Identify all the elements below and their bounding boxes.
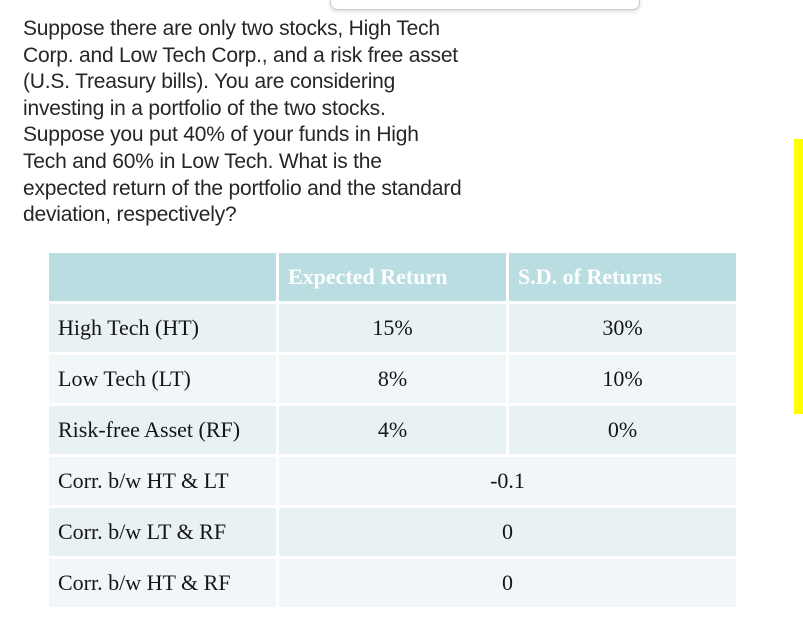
table-row: Risk-free Asset (RF) 4% 0% bbox=[49, 406, 736, 454]
table-row: Low Tech (LT) 8% 10% bbox=[49, 355, 736, 403]
sd-value: 30% bbox=[509, 304, 736, 352]
question-line: (U.S. Treasury bills). You are consideri… bbox=[23, 70, 396, 94]
table-row: Corr. b/w HT & RF 0 bbox=[49, 559, 736, 607]
expected-return-value: 4% bbox=[279, 406, 506, 454]
row-label: Corr. b/w LT & RF bbox=[49, 508, 276, 556]
header-cell-sd-returns: S.D. of Returns bbox=[509, 253, 736, 301]
question-line: Tech and 60% in Low Tech. What is the bbox=[23, 149, 382, 173]
question-line: Suppose you put 40% of your funds in Hig… bbox=[23, 123, 419, 147]
row-label: Corr. b/w HT & RF bbox=[49, 559, 276, 607]
question-text: Suppose there are only two stocks, High … bbox=[23, 16, 462, 229]
row-label: Low Tech (LT) bbox=[49, 355, 276, 403]
correlation-value: 0 bbox=[279, 559, 736, 607]
correlation-value: 0 bbox=[279, 508, 736, 556]
question-line: expected return of the portfolio and the… bbox=[23, 176, 462, 200]
question-line: Corp. and Low Tech Corp., and a risk fre… bbox=[23, 43, 458, 67]
yellow-highlight-bar bbox=[794, 139, 803, 414]
returns-table: Expected Return S.D. of Returns High Tec… bbox=[46, 250, 739, 610]
correlation-value: -0.1 bbox=[279, 457, 736, 505]
table-row: High Tech (HT) 15% 30% bbox=[49, 304, 736, 352]
expected-return-value: 15% bbox=[279, 304, 506, 352]
row-label: Corr. b/w HT & LT bbox=[49, 457, 276, 505]
row-label: High Tech (HT) bbox=[49, 304, 276, 352]
expected-return-value: 8% bbox=[279, 355, 506, 403]
partial-card-edge bbox=[330, 0, 640, 10]
question-line: deviation, respectively? bbox=[23, 203, 237, 227]
sd-value: 10% bbox=[509, 355, 736, 403]
table-header-row: Expected Return S.D. of Returns bbox=[49, 253, 736, 301]
header-cell-expected-return: Expected Return bbox=[279, 253, 506, 301]
table-row: Corr. b/w LT & RF 0 bbox=[49, 508, 736, 556]
question-line: investing in a portfolio of the two stoc… bbox=[23, 96, 386, 120]
row-label: Risk-free Asset (RF) bbox=[49, 406, 276, 454]
table-row: Corr. b/w HT & LT -0.1 bbox=[49, 457, 736, 505]
header-cell-empty bbox=[49, 253, 276, 301]
sd-value: 0% bbox=[509, 406, 736, 454]
question-line: Suppose there are only two stocks, High … bbox=[23, 17, 440, 40]
